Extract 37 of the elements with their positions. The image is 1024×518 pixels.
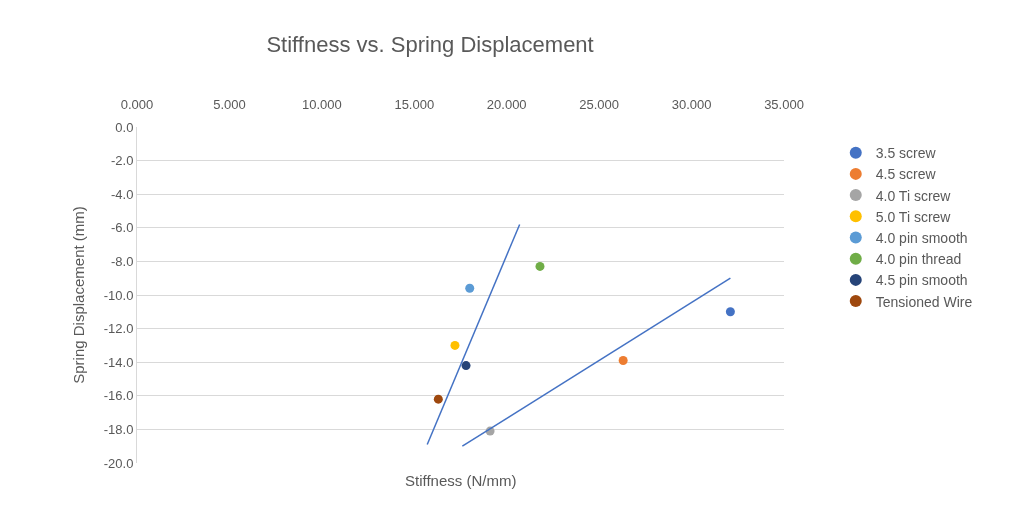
- legend-label: 4.5 pin smooth: [875, 272, 968, 289]
- y-tick-label: -6.0: [110, 220, 134, 236]
- x-tick-label: 30.000: [671, 97, 712, 113]
- point: [450, 340, 460, 350]
- y-tick-label: -20.0: [103, 455, 134, 471]
- legend-label: 4.0 pin smooth: [875, 229, 968, 246]
- point: [465, 283, 475, 293]
- y-tick-label: 0.0: [115, 119, 134, 135]
- y-tick-label: -10.0: [103, 287, 134, 303]
- legend-label: 4.0 pin thread: [875, 251, 962, 268]
- y-tick-label: -16.0: [103, 388, 134, 404]
- x-tick-label: 20.000: [486, 97, 527, 113]
- point: [535, 261, 545, 271]
- x-tick-label: 10.000: [301, 97, 342, 113]
- chart-title: Stiffness vs. Spring Displacement: [266, 31, 594, 57]
- y-tick-label: -2.0: [110, 153, 134, 169]
- y-tick-label: -4.0: [110, 186, 134, 202]
- y-tick-label: -14.0: [103, 354, 134, 370]
- legend-label: Tensioned Wire: [875, 293, 973, 310]
- point: [618, 356, 628, 366]
- x-axis-title: Stiffness (N/mm): [405, 472, 517, 489]
- x-tick-label: 5.000: [213, 97, 246, 113]
- x-tick-label: 15.000: [394, 97, 435, 113]
- x-tick-label: 0.000: [120, 97, 154, 113]
- y-tick-label: -12.0: [103, 321, 134, 337]
- x-tick-label: 25.000: [579, 97, 620, 113]
- point: [433, 394, 443, 404]
- y-axis-title: Spring Displacement (mm): [70, 206, 88, 384]
- legend-label: 4.0 Ti screw: [875, 187, 952, 204]
- legend-label: 3.5 screw: [875, 145, 937, 162]
- point: [461, 361, 471, 371]
- y-tick-label: -8.0: [110, 253, 134, 269]
- point: [725, 307, 735, 317]
- legend-label: 4.5 screw: [875, 166, 937, 183]
- y-tick-label: -18.0: [103, 421, 134, 437]
- x-tick-label: 35.000: [764, 97, 804, 113]
- legend-label: 5.0 Ti screw: [875, 208, 952, 225]
